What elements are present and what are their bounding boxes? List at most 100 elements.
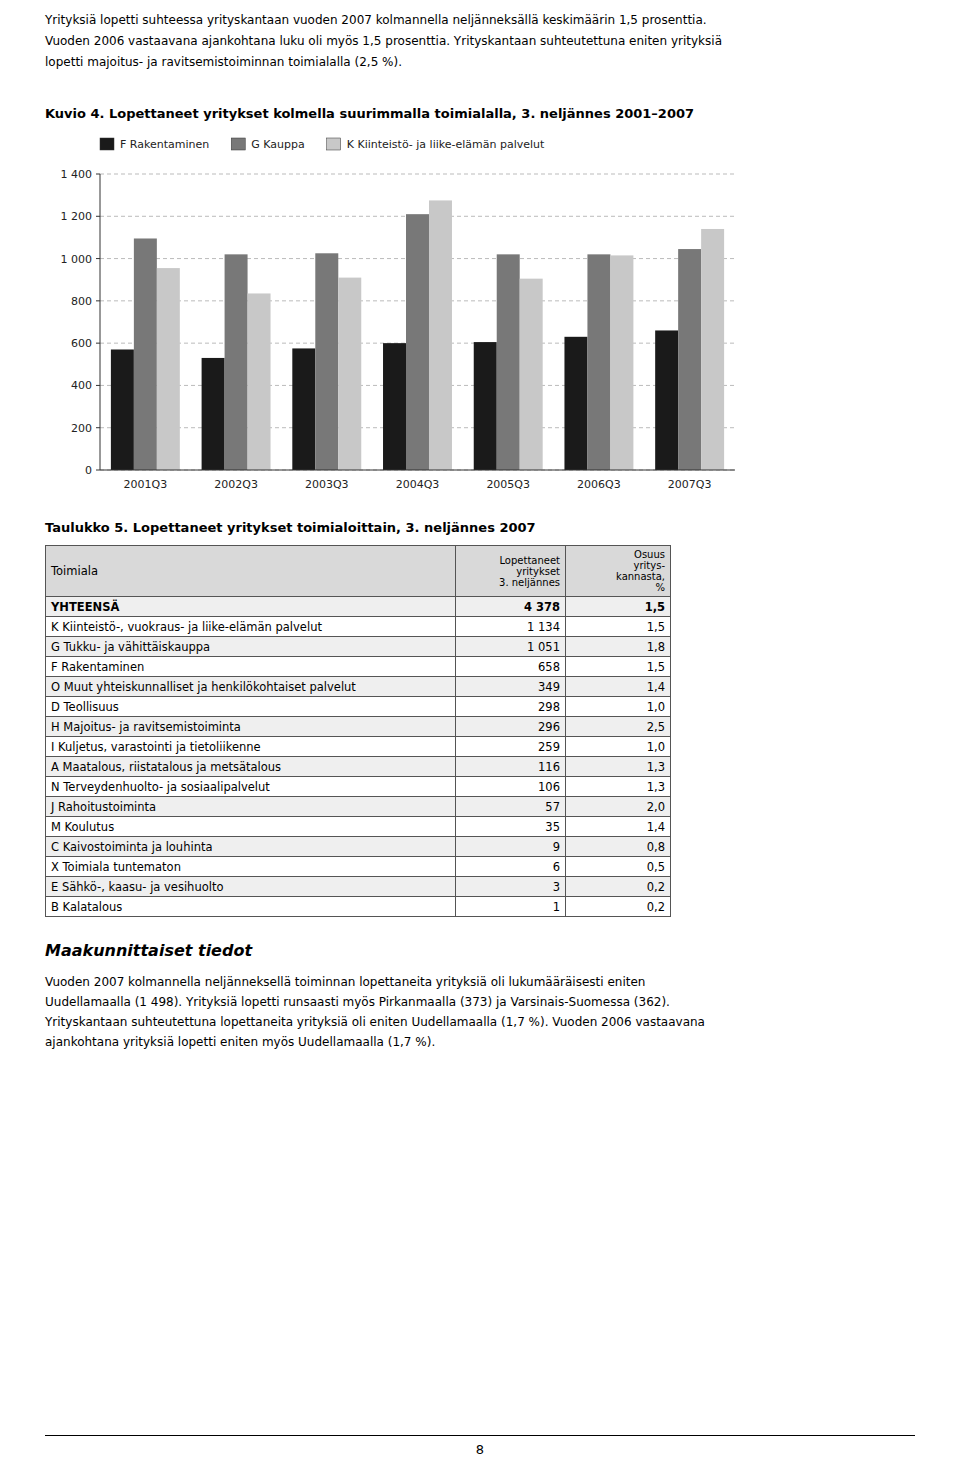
table-cell: A Maatalous, riistatalous ja metsätalous — [46, 757, 456, 777]
legend: F Rakentaminen G Kauppa K Kiinteistö- ja l… — [100, 138, 545, 151]
table-cell: 1,0 — [566, 697, 671, 717]
table-row: I Kuljetus, varastointi ja tietoliikenne… — [46, 737, 671, 757]
bars — [111, 200, 724, 470]
page-number: 8 — [0, 1442, 960, 1457]
intro: Yrityksiä lopetti suhteessa yrityskantaa… — [45, 10, 722, 73]
chart-title: Kuvio 4. Lopettaneet yritykset kolmella … — [45, 106, 694, 121]
body-line: ajankohtana yrityksiä lopetti eniten myö… — [45, 1032, 915, 1052]
table-cell: 658 — [456, 657, 566, 677]
table-cell: 298 — [456, 697, 566, 717]
legend-label: G Kauppa — [251, 138, 304, 151]
table-cell: O Muut yhteiskunnalliset ja henkilökohta… — [46, 677, 456, 697]
tick-label: 0 — [85, 464, 92, 477]
table-cell: 1,5 — [566, 657, 671, 677]
table-cell: C Kaivostoiminta ja louhinta — [46, 837, 456, 857]
intro-line: lopetti majoitus- ja ravitsemistoiminnan… — [45, 52, 722, 73]
section-title: Maakunnittaiset tiedot — [45, 941, 915, 960]
table-cell: 0,8 — [566, 837, 671, 857]
tick-mark — [96, 216, 100, 217]
bar — [474, 342, 497, 470]
legend-label: K Kiinteistö- ja liike-elämän palvelut — [347, 138, 545, 151]
grid-line — [100, 470, 735, 471]
table-cell: 1,4 — [566, 817, 671, 837]
category-label: 2003Q3 — [305, 478, 349, 491]
bar — [655, 330, 678, 470]
header-row: ToimialaLopettaneet yritykset 3. neljänn… — [46, 546, 671, 597]
table-cell: 0,2 — [566, 897, 671, 917]
category-label: 2001Q3 — [124, 478, 168, 491]
header-cell: Toimiala — [46, 546, 456, 597]
bar — [701, 229, 724, 470]
table-cell: 0,5 — [566, 857, 671, 877]
table-cell: 106 — [456, 777, 566, 797]
table-row: D Teollisuus2981,0 — [46, 697, 671, 717]
bar — [429, 200, 452, 470]
table-row: YHTEENSÄ4 3781,5 — [46, 597, 671, 617]
header-cell: Lopettaneet yritykset 3. neljännes — [456, 546, 566, 597]
bar — [315, 253, 338, 470]
table-cell: X Toimiala tuntematon — [46, 857, 456, 877]
tick-mark — [96, 427, 100, 428]
table-cell: 2,0 — [566, 797, 671, 817]
tick-label: 1 200 — [61, 210, 93, 223]
table-row: F Rakentaminen6581,5 — [46, 657, 671, 677]
intro-line: Yrityksiä lopetti suhteessa yrityskantaa… — [45, 10, 722, 31]
table-cell: 1,3 — [566, 777, 671, 797]
bar — [157, 268, 180, 470]
intro-line: Vuoden 2006 vastaavana ajankohtana luku … — [45, 31, 722, 52]
table-cell: 1,8 — [566, 637, 671, 657]
table-cell: 4 378 — [456, 597, 566, 617]
bar — [587, 254, 610, 470]
bar — [383, 343, 406, 470]
table-cell: B Kalatalous — [46, 897, 456, 917]
table-cell: I Kuljetus, varastointi ja tietoliikenne — [46, 737, 456, 757]
tick-label: 800 — [71, 295, 92, 308]
header-cell: Osuus yritys- kannasta, % — [566, 546, 671, 597]
table-cell: 9 — [456, 837, 566, 857]
table-cell: 259 — [456, 737, 566, 757]
table-cell: 1,0 — [566, 737, 671, 757]
table-row: M Koulutus351,4 — [46, 817, 671, 837]
table-cell: D Teollisuus — [46, 697, 456, 717]
legend-swatch — [327, 138, 341, 150]
bar — [292, 348, 315, 470]
table-cell: 0,2 — [566, 877, 671, 897]
table-title: Taulukko 5. Lopettaneet yritykset toimia… — [45, 520, 915, 535]
table-row: E Sähkö-, kaasu- ja vesihuolto30,2 — [46, 877, 671, 897]
tick-label: 1 000 — [61, 253, 93, 266]
x-axis — [100, 470, 735, 471]
legend-swatch — [100, 138, 114, 150]
body-line: Uudellamaalla (1 498). Yrityksiä lopetti… — [45, 992, 915, 1012]
bar — [202, 358, 225, 470]
table-cell: 1 051 — [456, 637, 566, 657]
table-cell: E Sähkö-, kaasu- ja vesihuolto — [46, 877, 456, 897]
bar — [564, 337, 587, 470]
table-cell: 57 — [456, 797, 566, 817]
table-cell: 1,5 — [566, 597, 671, 617]
bar — [248, 293, 271, 470]
body-line: Yrityskantaan suhteutettuna lopettaneita… — [45, 1012, 915, 1032]
bar — [338, 278, 361, 470]
table-cell: M Koulutus — [46, 817, 456, 837]
tick-label: 400 — [71, 379, 92, 392]
tick-mark — [96, 343, 100, 344]
table-cell: 35 — [456, 817, 566, 837]
table-cell: K Kiinteistö-, vuokraus- ja liike-elämän… — [46, 617, 456, 637]
table-cell: 116 — [456, 757, 566, 777]
table-row: K Kiinteistö-, vuokraus- ja liike-elämän… — [46, 617, 671, 637]
legend-label: F Rakentaminen — [120, 138, 209, 151]
tick-mark — [96, 470, 100, 471]
table-cell: 1,3 — [566, 757, 671, 777]
table-cell: 3 — [456, 877, 566, 897]
table-row: X Toimiala tuntematon60,5 — [46, 857, 671, 877]
chart: 02004006008001 0001 2001 4002001Q32002Q3… — [45, 130, 745, 510]
bar — [610, 255, 633, 470]
table-cell: G Tukku- ja vähittäiskauppa — [46, 637, 456, 657]
category-label: 2005Q3 — [486, 478, 530, 491]
tick-label: 600 — [71, 337, 92, 350]
table-cell: 1 — [456, 897, 566, 917]
tick-mark — [96, 385, 100, 386]
table-cell: YHTEENSÄ — [46, 597, 456, 617]
table-row: O Muut yhteiskunnalliset ja henkilökohta… — [46, 677, 671, 697]
bar — [497, 254, 520, 470]
